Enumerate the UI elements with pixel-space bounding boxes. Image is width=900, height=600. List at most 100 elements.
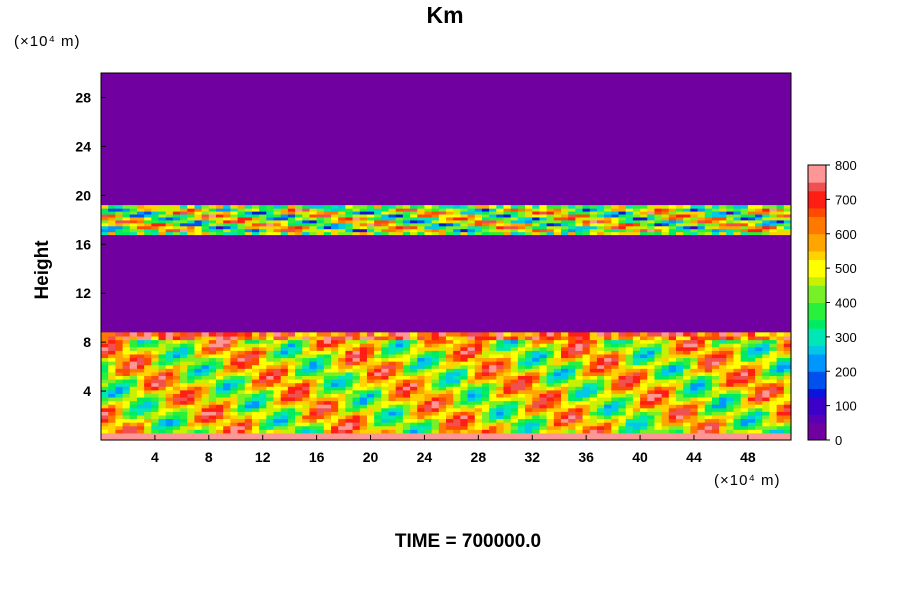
- heatmap-cell: [553, 379, 562, 384]
- colorbar-band: [808, 259, 826, 269]
- heatmap-cell: [467, 368, 476, 373]
- heatmap-cell: [438, 335, 447, 341]
- heatmap-cell: [273, 400, 282, 405]
- heatmap-cell: [783, 425, 792, 430]
- heatmap-cell: [546, 389, 555, 394]
- heatmap-cell: [316, 393, 325, 398]
- heatmap-cell: [187, 216, 196, 221]
- heatmap-cell: [668, 210, 677, 215]
- heatmap-cell: [402, 389, 411, 394]
- heatmap-cell: [151, 210, 160, 215]
- heatmap-cell: [747, 400, 756, 405]
- heatmap-cell: [410, 375, 418, 380]
- heatmap-cell: [762, 371, 771, 377]
- colorbar-band: [808, 397, 826, 407]
- heatmap-cell: [151, 216, 160, 221]
- heatmap-cell: [287, 411, 296, 416]
- heatmap-cell: [295, 418, 303, 423]
- heatmap-cell: [733, 422, 742, 427]
- heatmap-cell: [136, 436, 145, 441]
- heatmap-cell: [661, 386, 670, 391]
- heatmap-cell: [237, 400, 246, 405]
- heatmap-cell: [323, 332, 332, 337]
- heatmap-cell: [755, 231, 763, 236]
- heatmap-cell: [374, 418, 382, 423]
- heatmap-cell: [295, 231, 303, 236]
- heatmap-cell: [273, 332, 282, 337]
- heatmap-cell: [575, 432, 584, 438]
- heatmap-cell: [338, 339, 346, 344]
- heatmap-cell: [726, 222, 735, 227]
- heatmap-cell: [273, 386, 282, 391]
- heatmap-cell: [273, 353, 282, 359]
- heatmap-cell: [489, 231, 497, 236]
- heatmap-cell: [640, 375, 648, 380]
- heatmap-cell: [273, 436, 282, 441]
- heatmap-cell: [733, 414, 742, 420]
- heatmap-cell: [553, 386, 562, 391]
- heatmap-cell: [338, 353, 346, 359]
- heatmap-cell: [323, 231, 332, 236]
- x-tick-label: 8: [205, 449, 213, 465]
- heatmap-cell: [740, 375, 749, 380]
- heatmap-cell: [144, 404, 152, 409]
- heatmap-cell: [467, 400, 476, 405]
- heatmap-cell: [668, 371, 677, 377]
- heatmap-cell: [596, 339, 605, 344]
- heatmap-cell: [359, 386, 368, 391]
- heatmap-cell: [539, 225, 548, 230]
- heatmap-cell: [546, 343, 555, 348]
- heatmap-cell: [489, 407, 497, 412]
- heatmap-cell: [180, 219, 188, 224]
- heatmap-cell: [223, 386, 231, 391]
- heatmap-cell: [762, 375, 771, 380]
- heatmap-cell: [388, 432, 397, 438]
- heatmap-cell: [740, 418, 749, 423]
- heatmap-cell: [438, 404, 447, 409]
- heatmap-cell: [302, 418, 311, 423]
- heatmap-cell: [388, 389, 397, 394]
- heatmap-cell: [446, 382, 454, 387]
- heatmap-cell: [783, 371, 792, 377]
- heatmap-cell: [683, 353, 691, 359]
- heatmap-cell: [640, 357, 648, 362]
- heatmap-cell: [740, 216, 749, 221]
- heatmap-cell: [352, 371, 361, 377]
- heatmap-cell: [438, 225, 447, 230]
- heatmap-cell: [647, 371, 656, 377]
- heatmap-cell: [747, 231, 756, 236]
- heatmap-cell: [424, 346, 433, 351]
- heatmap-cell: [546, 339, 555, 344]
- heatmap-cell: [740, 371, 749, 377]
- heatmap-cell: [661, 350, 670, 355]
- heatmap-cell: [316, 210, 325, 215]
- heatmap-cell: [632, 379, 641, 384]
- heatmap-cell: [575, 361, 584, 366]
- heatmap-cell: [237, 418, 246, 423]
- heatmap-cell: [230, 393, 239, 398]
- heatmap-cell: [323, 432, 332, 438]
- heatmap-cell: [216, 346, 224, 351]
- heatmap-cell: [223, 425, 231, 430]
- heatmap-cell: [165, 219, 174, 224]
- heatmap-cell: [640, 436, 648, 441]
- heatmap-cell: [395, 368, 404, 373]
- heatmap-cell: [568, 404, 576, 409]
- heatmap-cell: [158, 343, 167, 348]
- heatmap-cell: [762, 205, 771, 209]
- heatmap-cell: [338, 208, 346, 212]
- heatmap-cell: [144, 210, 152, 215]
- heatmap-cell: [424, 225, 433, 230]
- heatmap-cell: [517, 396, 526, 402]
- heatmap-cell: [517, 213, 526, 218]
- heatmap-cell: [525, 382, 533, 387]
- heatmap-cell: [711, 350, 720, 355]
- heatmap-cell: [532, 228, 541, 233]
- heatmap-cell: [596, 432, 605, 438]
- heatmap-cell: [316, 407, 325, 412]
- heatmap-cell: [108, 219, 116, 224]
- heatmap-cell: [345, 216, 354, 221]
- heatmap-cell: [474, 432, 483, 438]
- heatmap-cell: [553, 375, 562, 380]
- heatmap-cell: [496, 231, 505, 236]
